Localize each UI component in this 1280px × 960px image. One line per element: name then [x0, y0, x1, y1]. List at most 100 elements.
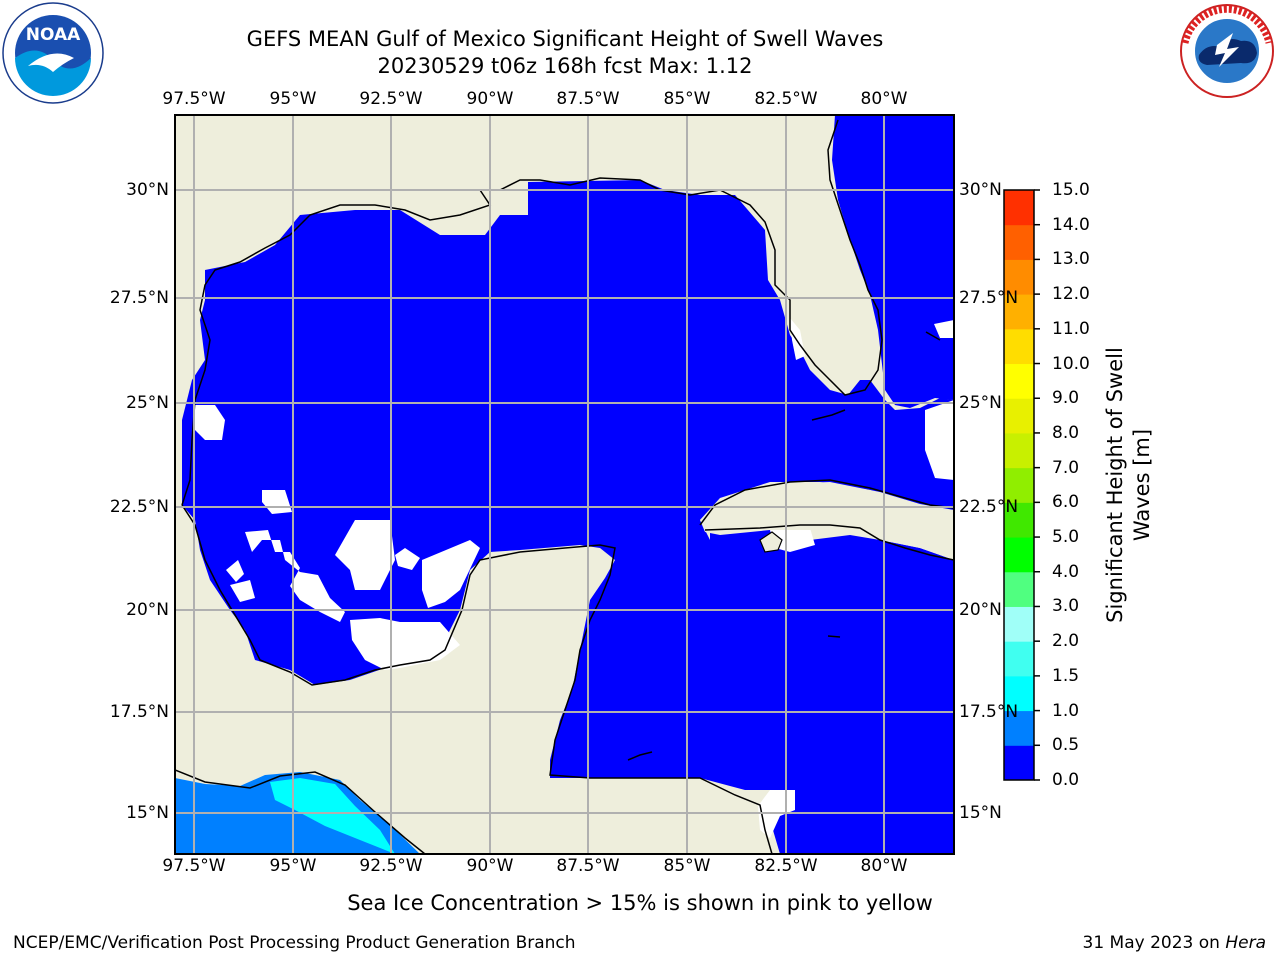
lon-tick-bottom: 92.5°W	[359, 856, 423, 876]
nodata-patch	[350, 618, 460, 670]
isle-of-youth	[759, 531, 783, 553]
colorbar-tick-label: 0.0	[1052, 770, 1080, 790]
footer-date-text: 31 May 2023 on	[1082, 933, 1226, 953]
lat-tick-left: 20°N	[126, 600, 169, 620]
colorbar-cell	[1004, 363, 1034, 399]
chart-subtitle: 20230529 t06z 168h fcst Max: 1.12	[377, 54, 753, 78]
colorbar-tick-label: 2.0	[1052, 631, 1080, 652]
map-frame	[174, 114, 955, 855]
lat-tick-right: 27.5°N	[959, 288, 1019, 308]
nodata-patch	[195, 405, 225, 440]
nodata-patch	[395, 548, 420, 570]
colorbar-cell	[1004, 502, 1034, 538]
noaa-logo-text: NOAA	[26, 25, 81, 45]
lon-tick-top: 87.5°W	[556, 89, 620, 109]
colorbar-cell	[1004, 294, 1034, 330]
colorbar-tick-label: 12.0	[1052, 284, 1090, 305]
colorbar-cell	[1004, 328, 1034, 365]
lon-tick-bottom: 97.5°W	[162, 856, 226, 876]
lat-tick-left: 25°N	[126, 393, 169, 413]
footer-host: Hera	[1225, 933, 1266, 953]
coastlines	[175, 119, 954, 854]
lon-tick-bottom: 85°W	[663, 856, 711, 876]
colorbar-tick-label: 15.0	[1052, 180, 1090, 200]
lon-tick-top: 97.5°W	[162, 89, 226, 109]
colorbar-tick-label: 11.0	[1052, 318, 1090, 339]
sea-ice-note: Sea Ice Concentration > 15% is shown in …	[0, 891, 1280, 915]
colorbar-tick-label: 9.0	[1052, 388, 1080, 409]
colorbar-tick-label: 13.0	[1052, 249, 1090, 270]
colorbar-cell	[1004, 467, 1034, 503]
footer-credit: NCEP/EMC/Verification Post Processing Pr…	[13, 933, 576, 953]
lon-tick-bottom: 90°W	[466, 856, 514, 876]
colorbar-tick-label: 0.5	[1052, 735, 1080, 756]
colorbar-tick-label: 1.5	[1052, 665, 1080, 686]
colorbar-tick-label: 4.0	[1052, 561, 1080, 582]
lon-tick-top: 92.5°W	[359, 89, 423, 109]
footer-date: 31 May 2023 on Hera	[1083, 933, 1267, 953]
lon-tick-bottom: 95°W	[269, 856, 317, 876]
lon-tick-top: 80°W	[860, 89, 908, 109]
gulf-ocean	[182, 180, 954, 854]
nodata-patch	[790, 318, 805, 360]
colorbar-tick-label: 8.0	[1052, 422, 1080, 443]
nodata-patch	[226, 560, 244, 582]
lat-tick-left: 30°N	[126, 180, 169, 200]
colorbar-cell	[1004, 224, 1034, 260]
lat-tick-left: 22.5°N	[109, 497, 169, 517]
lat-tick-right: 15°N	[959, 803, 1002, 823]
colorbar-frame	[1003, 189, 1035, 781]
chart-title: GEFS MEAN Gulf of Mexico Significant Hei…	[246, 27, 884, 51]
colorbar-tick-label: 3.0	[1052, 596, 1080, 617]
cuba-land	[700, 482, 954, 560]
lon-tick-top: 90°W	[466, 89, 514, 109]
nodata-patch	[335, 520, 395, 590]
colorbar-cell	[1004, 641, 1034, 677]
lon-tick-bottom: 87.5°W	[556, 856, 620, 876]
colorbar-tick-label: 14.0	[1052, 214, 1090, 235]
sea-ice-note-text: Sea Ice Concentration > 15% is shown in …	[347, 891, 933, 915]
colorbar-cell	[1004, 190, 1034, 226]
colorbar	[1004, 190, 1034, 781]
pacific-ocean-high	[270, 778, 395, 854]
gridlines	[175, 115, 954, 854]
lat-tick-left: 15°N	[126, 803, 169, 823]
lat-tick-right: 22.5°N	[959, 497, 1019, 517]
lat-tick-left: 27.5°N	[109, 288, 169, 308]
colorbar-cell	[1004, 745, 1034, 781]
colorbar-cell	[1004, 606, 1034, 642]
nodata-patch	[245, 530, 345, 622]
noaa-logo: NOAA	[2, 2, 104, 104]
lat-tick-right: 17.5°N	[959, 702, 1019, 722]
colorbar-tick-label: 10.0	[1052, 353, 1090, 374]
lat-tick-right: 30°N	[959, 180, 1002, 200]
colorbar-cell	[1004, 675, 1034, 712]
colorbar-cell	[1004, 571, 1034, 607]
lat-tick-right: 20°N	[959, 600, 1002, 620]
atlantic-ocean	[832, 115, 954, 408]
colorbar-cell	[1004, 710, 1034, 746]
colorbar-tick-label: 6.0	[1052, 492, 1080, 513]
colorbar-label: Significant Height of Swell Waves [m]	[1103, 347, 1154, 623]
colorbar-tick-label: 1.0	[1052, 700, 1080, 721]
lon-tick-bottom: 82.5°W	[754, 856, 818, 876]
lon-tick-top: 85°W	[663, 89, 711, 109]
colorbar-cell	[1004, 537, 1034, 573]
nodata-patch	[925, 400, 954, 480]
nodata-patch	[422, 540, 480, 608]
nodata-patch	[230, 580, 255, 602]
colorbar-tick-label: 7.0	[1052, 457, 1080, 478]
lon-tick-top: 95°W	[269, 89, 317, 109]
colorbar-cell	[1004, 398, 1034, 434]
nodata-patch	[770, 528, 815, 552]
lon-tick-top: 82.5°W	[754, 89, 818, 109]
lat-tick-right: 25°N	[959, 393, 1002, 413]
nodata-patch	[934, 320, 954, 338]
colorbar-cell	[1004, 259, 1034, 295]
lat-tick-left: 17.5°N	[109, 702, 169, 722]
colorbar-cell	[1004, 432, 1034, 469]
colorbar-tick-label: 5.0	[1052, 527, 1080, 548]
lon-tick-bottom: 80°W	[860, 856, 908, 876]
nws-logo	[1180, 4, 1274, 98]
